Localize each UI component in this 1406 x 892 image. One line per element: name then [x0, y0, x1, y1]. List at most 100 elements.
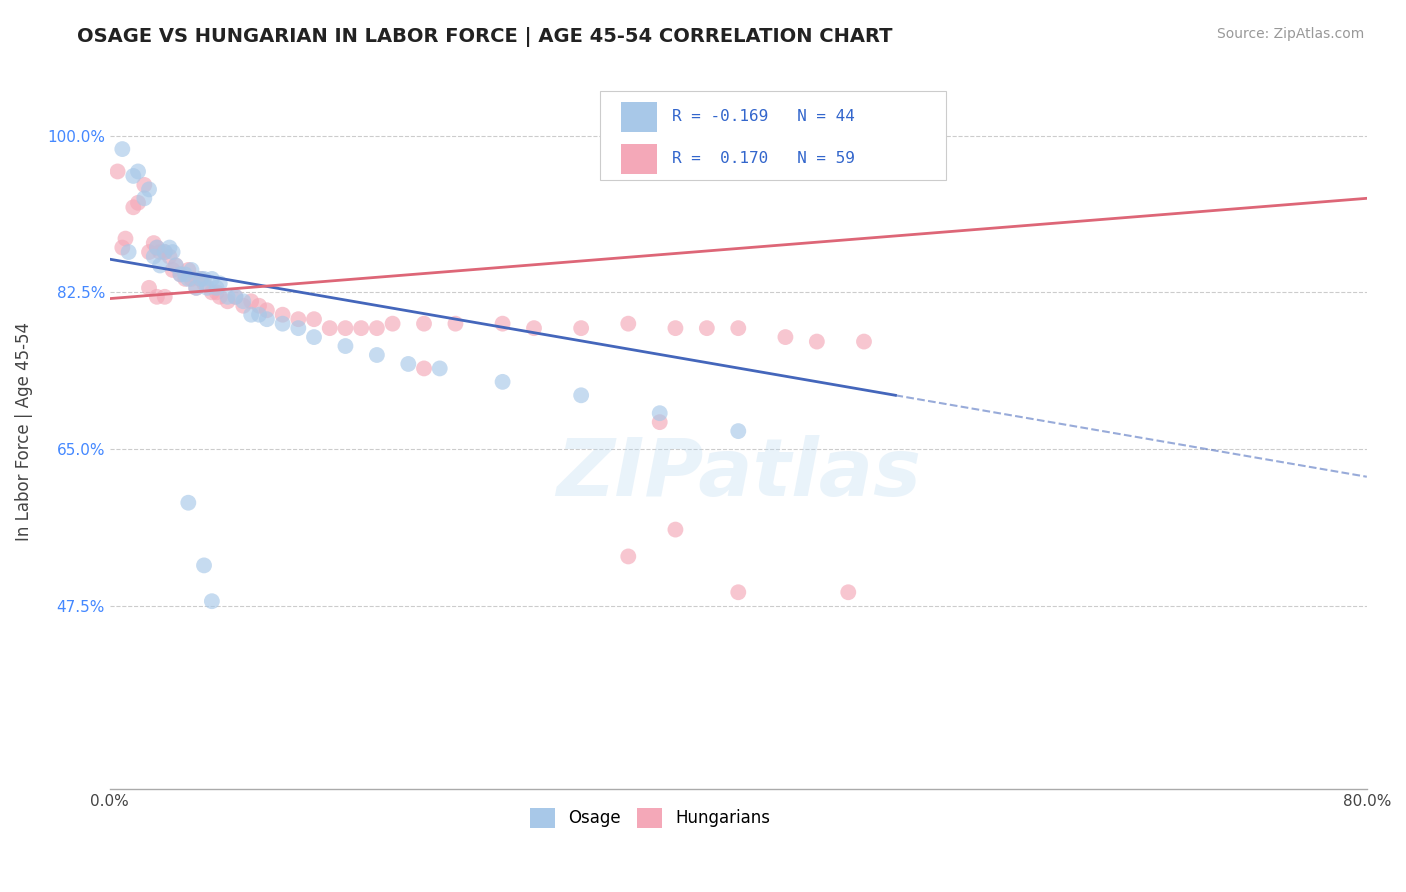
- Point: [177, 263, 200, 277]
- Point: [271, 308, 294, 322]
- Point: [169, 268, 191, 282]
- FancyBboxPatch shape: [600, 91, 946, 180]
- Point: [350, 321, 373, 335]
- Point: [247, 299, 270, 313]
- Point: [648, 415, 671, 429]
- Legend: Osage, Hungarians: Osage, Hungarians: [523, 801, 778, 835]
- Point: [153, 245, 176, 260]
- Point: [201, 285, 224, 300]
- Point: [775, 330, 797, 344]
- Point: [491, 317, 513, 331]
- Point: [523, 321, 546, 335]
- Point: [224, 290, 246, 304]
- Point: [146, 290, 169, 304]
- Point: [190, 272, 212, 286]
- Point: [287, 321, 309, 335]
- Point: [165, 259, 187, 273]
- Point: [153, 245, 176, 260]
- Point: [302, 312, 325, 326]
- Point: [240, 294, 263, 309]
- Point: [180, 272, 202, 286]
- Point: [217, 290, 239, 304]
- Point: [190, 272, 212, 286]
- Point: [302, 330, 325, 344]
- Point: [335, 339, 357, 353]
- Point: [413, 317, 436, 331]
- Point: [232, 294, 254, 309]
- Point: [142, 250, 165, 264]
- Point: [107, 164, 129, 178]
- Point: [396, 357, 419, 371]
- Y-axis label: In Labor Force | Age 45-54: In Labor Force | Age 45-54: [15, 322, 32, 541]
- Point: [444, 317, 467, 331]
- Point: [122, 200, 145, 214]
- Point: [429, 361, 451, 376]
- Point: [727, 424, 749, 438]
- Point: [180, 263, 202, 277]
- Point: [159, 241, 181, 255]
- Text: OSAGE VS HUNGARIAN IN LABOR FORCE | AGE 45-54 CORRELATION CHART: OSAGE VS HUNGARIAN IN LABOR FORCE | AGE …: [77, 27, 893, 46]
- Point: [195, 281, 218, 295]
- Point: [806, 334, 828, 349]
- Point: [186, 281, 208, 295]
- Point: [366, 321, 388, 335]
- Point: [319, 321, 342, 335]
- Point: [193, 277, 215, 291]
- Text: R =  0.170   N = 59: R = 0.170 N = 59: [672, 152, 855, 166]
- Point: [114, 232, 136, 246]
- Point: [127, 195, 149, 210]
- Point: [193, 558, 215, 573]
- Point: [138, 182, 160, 196]
- Point: [146, 241, 169, 255]
- Point: [232, 299, 254, 313]
- Point: [271, 317, 294, 331]
- Point: [174, 268, 197, 282]
- Point: [159, 250, 181, 264]
- Point: [138, 281, 160, 295]
- Point: [837, 585, 859, 599]
- Point: [162, 245, 184, 260]
- Point: [127, 164, 149, 178]
- Point: [149, 245, 172, 260]
- Point: [648, 406, 671, 420]
- Point: [177, 272, 200, 286]
- Point: [146, 241, 169, 255]
- Point: [335, 321, 357, 335]
- Point: [727, 585, 749, 599]
- Point: [569, 321, 592, 335]
- Point: [287, 312, 309, 326]
- Point: [134, 191, 156, 205]
- Point: [193, 272, 215, 286]
- Point: [240, 308, 263, 322]
- Point: [208, 290, 231, 304]
- Point: [134, 178, 156, 192]
- Point: [853, 334, 876, 349]
- Point: [727, 321, 749, 335]
- Point: [153, 290, 176, 304]
- Point: [122, 169, 145, 183]
- Point: [491, 375, 513, 389]
- Point: [174, 272, 197, 286]
- Point: [381, 317, 404, 331]
- Point: [664, 523, 686, 537]
- Point: [224, 290, 246, 304]
- Point: [247, 308, 270, 322]
- Point: [111, 241, 134, 255]
- Point: [111, 142, 134, 156]
- Point: [162, 263, 184, 277]
- Point: [205, 281, 228, 295]
- Point: [117, 245, 139, 260]
- Point: [201, 594, 224, 608]
- FancyBboxPatch shape: [621, 144, 657, 174]
- Point: [165, 259, 187, 273]
- Point: [149, 259, 172, 273]
- Point: [256, 312, 278, 326]
- Text: R = -0.169   N = 44: R = -0.169 N = 44: [672, 109, 855, 124]
- Text: ZIPatlas: ZIPatlas: [555, 435, 921, 513]
- Point: [217, 294, 239, 309]
- Point: [696, 321, 718, 335]
- Point: [413, 361, 436, 376]
- Point: [177, 496, 200, 510]
- Point: [617, 317, 640, 331]
- Point: [208, 277, 231, 291]
